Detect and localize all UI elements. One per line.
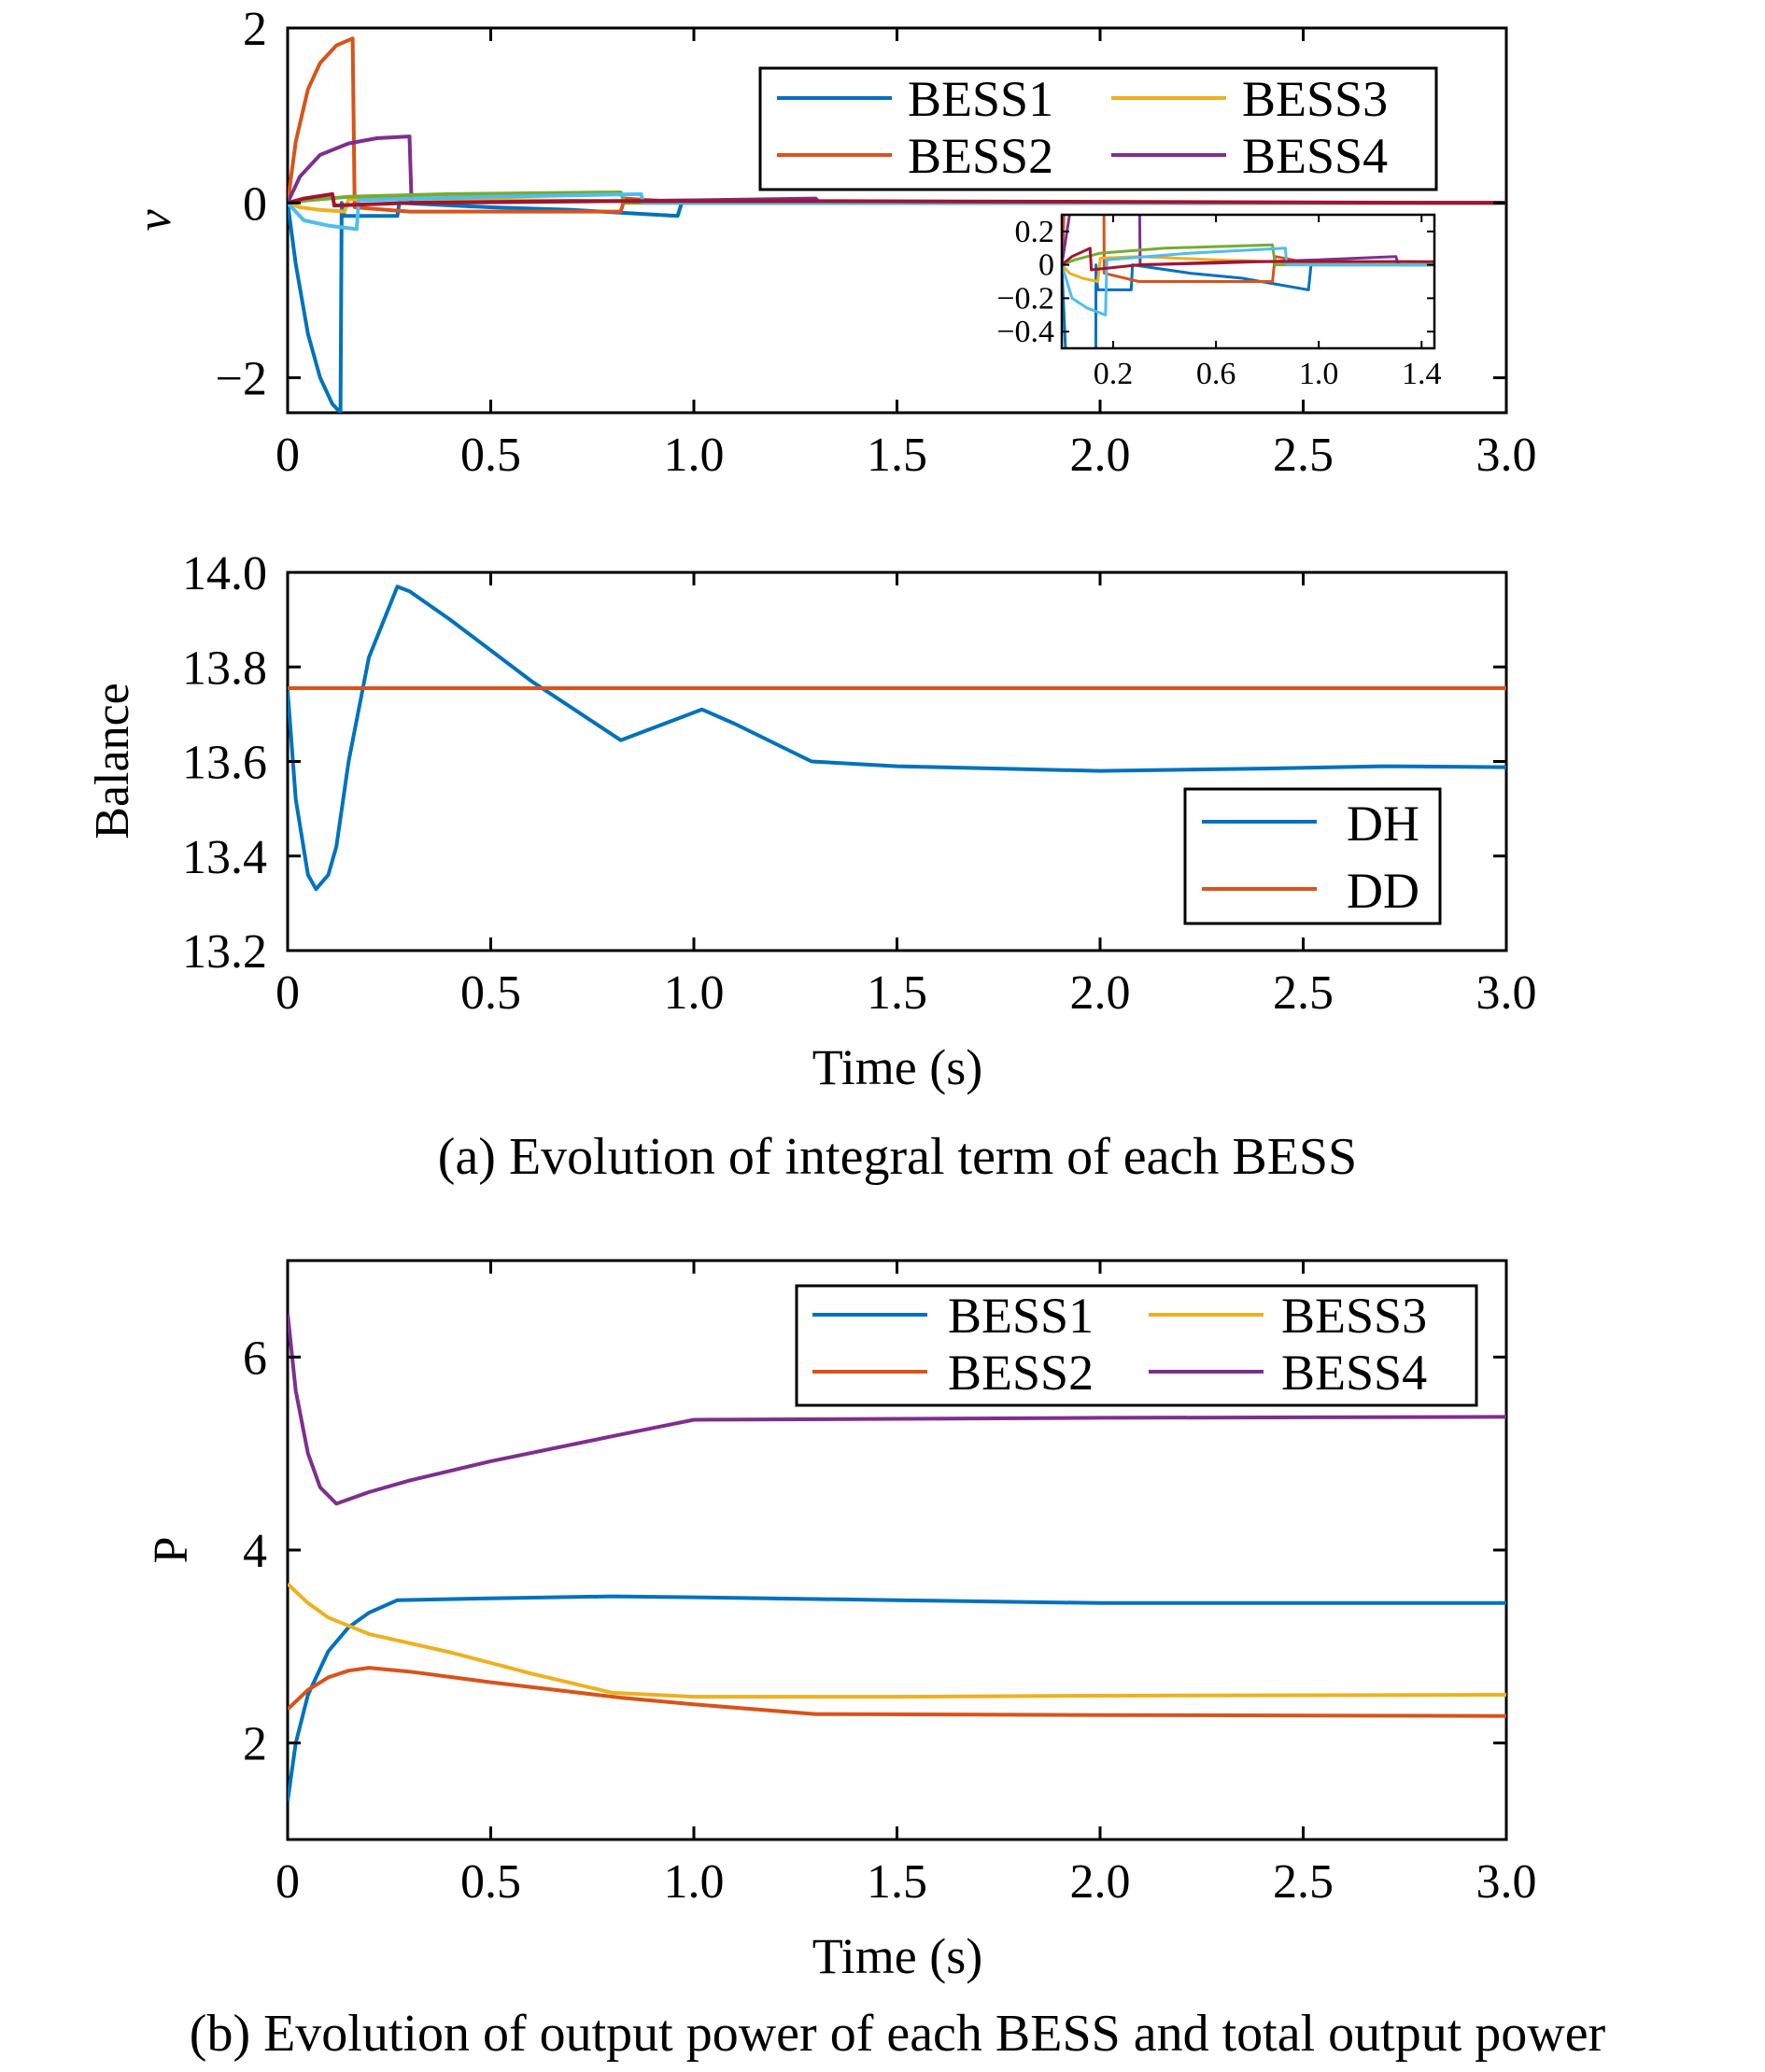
legend-balance: DH DD (1183, 787, 1442, 925)
legend-label-bess2: BESS2 (908, 128, 1053, 184)
power-xtick-label: 0.5 (460, 1855, 521, 1909)
legend-label-bess4: BESS4 (1242, 128, 1388, 184)
legend-label-bess4-p: BESS4 (1281, 1345, 1427, 1401)
inset-ytick-label: −0.4 (996, 315, 1054, 349)
axis-ticks-balance: 0 0.5 1.0 1.5 2.0 2.5 3.0 13.2 13.4 13.6 13.8 14.0 (182, 547, 1537, 1020)
v-line-series-7 (288, 191, 1506, 208)
caption-b: (b) Evolution of output power of each BE… (190, 2005, 1606, 2063)
v-ytick-label: 2 (243, 3, 267, 56)
v-xtick-label: 1.0 (664, 429, 725, 482)
v-ytick-label: −2 (216, 353, 267, 406)
legend-v: BESS1 BESS2 BESS3 BESS4 (758, 66, 1438, 191)
inset-line-series-5 (1062, 243, 1434, 267)
caption-a: (a) Evolution of integral term of each B… (438, 1128, 1357, 1186)
chart-v: 0 0.5 1.0 1.5 2.0 2.5 3.0−202 v BESS1 BESS2 BE… (128, 3, 1537, 482)
power-xtick-label: 0 (275, 1855, 300, 1909)
power-xtick-label: 2.0 (1070, 1855, 1131, 1909)
inset-xtick-label: 1.4 (1402, 357, 1442, 391)
inset-xtick-label: 0.2 (1094, 357, 1134, 391)
v-xtick-label: 2.5 (1273, 429, 1334, 482)
power-xtick-label: 1.0 (664, 1855, 725, 1909)
v-line-bess4 (288, 134, 1506, 205)
power-line-bess1 (288, 1594, 1506, 1801)
legend-label-bess3-p: BESS3 (1281, 1288, 1427, 1344)
y-axis-label-v: v (128, 209, 181, 232)
power-xtick-label: 1.5 (867, 1855, 927, 1909)
inset-ytick-label: −0.2 (996, 281, 1054, 316)
balance-ytick-label: 13.6 (182, 737, 267, 790)
inset-ticks: 0.2 0.6 1.0 1.40.20−0.2−0.4 (996, 215, 1441, 391)
inset-ytick-label: 0.2 (1015, 215, 1055, 249)
balance-xtick-label: 2.5 (1273, 966, 1334, 1020)
inset-line-series-6 (1062, 247, 1434, 317)
axis-ticks-v: 0 0.5 1.0 1.5 2.0 2.5 3.0−202 (216, 3, 1537, 482)
v-xtick-label: 0.5 (460, 429, 521, 482)
balance-xtick-label: 0.5 (460, 966, 521, 1020)
y-axis-label-balance: Balance (86, 683, 139, 839)
legend-label-dd: DD (1347, 863, 1419, 919)
x-axis-label-power: Time (s) (812, 1928, 983, 1984)
legend-power: BESS1 BESS2 BESS3 BESS4 (795, 1284, 1478, 1407)
inset-line-bess4 (1062, 215, 1434, 267)
y-axis-label-power: P (145, 1537, 198, 1564)
legend-label-bess1-p: BESS1 (948, 1288, 1094, 1344)
power-line-bess3 (288, 1582, 1506, 1699)
v-xtick-label: 1.5 (867, 429, 927, 482)
inset-frame (1060, 213, 1436, 350)
series-group-v (288, 36, 1506, 413)
balance-ytick-label: 13.8 (182, 641, 267, 695)
inset-line-series-7 (1062, 247, 1434, 272)
power-ytick-label: 6 (243, 1332, 267, 1385)
inset-series-group (1062, 215, 1434, 348)
legend-label-bess3: BESS3 (1242, 71, 1388, 127)
balance-ytick-label: 13.4 (182, 831, 267, 884)
series-group-power (288, 1313, 1506, 1801)
balance-xtick-label: 2.0 (1070, 966, 1131, 1020)
power-line-bess4 (288, 1313, 1506, 1506)
inset-chart: 0.2 0.6 1.0 1.40.20−0.2−0.4 (996, 213, 1441, 391)
balance-ytick-label: 14.0 (182, 547, 267, 600)
inset-xtick-label: 1.0 (1299, 357, 1339, 391)
v-line-bess1 (288, 201, 1506, 413)
inset-ytick-label: 0 (1038, 248, 1054, 283)
v-xtick-label: 0 (275, 429, 300, 482)
power-xtick-label: 3.0 (1476, 1855, 1537, 1909)
axis-ticks-power: 0 0.5 1.0 1.5 2.0 2.5 3.0 2 4 6 (243, 1261, 1537, 1909)
balance-line-dh (288, 585, 1506, 892)
inset-line-bess1 (1062, 263, 1434, 348)
balance-xtick-label: 1.0 (664, 966, 725, 1020)
legend-label-dh: DH (1347, 796, 1419, 852)
power-ytick-label: 4 (243, 1525, 267, 1578)
power-xtick-label: 2.5 (1273, 1855, 1334, 1909)
balance-xtick-label: 0 (275, 966, 300, 1020)
chart-balance: 0 0.5 1.0 1.5 2.0 2.5 3.013.213.413.613.814.0 … (86, 547, 1537, 1095)
v-xtick-label: 2.0 (1070, 429, 1131, 482)
legend-label-bess1: BESS1 (908, 71, 1053, 127)
balance-xtick-label: 3.0 (1476, 966, 1537, 1020)
v-ytick-label: 0 (243, 177, 267, 231)
legend-box-v (758, 66, 1438, 191)
balance-xtick-label: 1.5 (867, 966, 927, 1020)
legend-box-power (795, 1284, 1478, 1407)
v-xtick-label: 3.0 (1476, 429, 1537, 482)
legend-box-balance (1183, 787, 1442, 925)
balance-ytick-label: 13.2 (182, 925, 267, 979)
chart-power: 0 0.5 1.0 1.5 2.0 2.5 3.0 2 4 6 P Time (s) BESS1 … (145, 1259, 1537, 1984)
power-ytick-label: 2 (243, 1718, 267, 1771)
x-axis-label-balance: Time (s) (812, 1039, 983, 1095)
legend-label-bess2-p: BESS2 (948, 1345, 1094, 1401)
inset-xtick-label: 0.6 (1196, 357, 1236, 391)
power-line-bess2 (288, 1666, 1506, 1718)
series-group-balance (288, 585, 1506, 892)
